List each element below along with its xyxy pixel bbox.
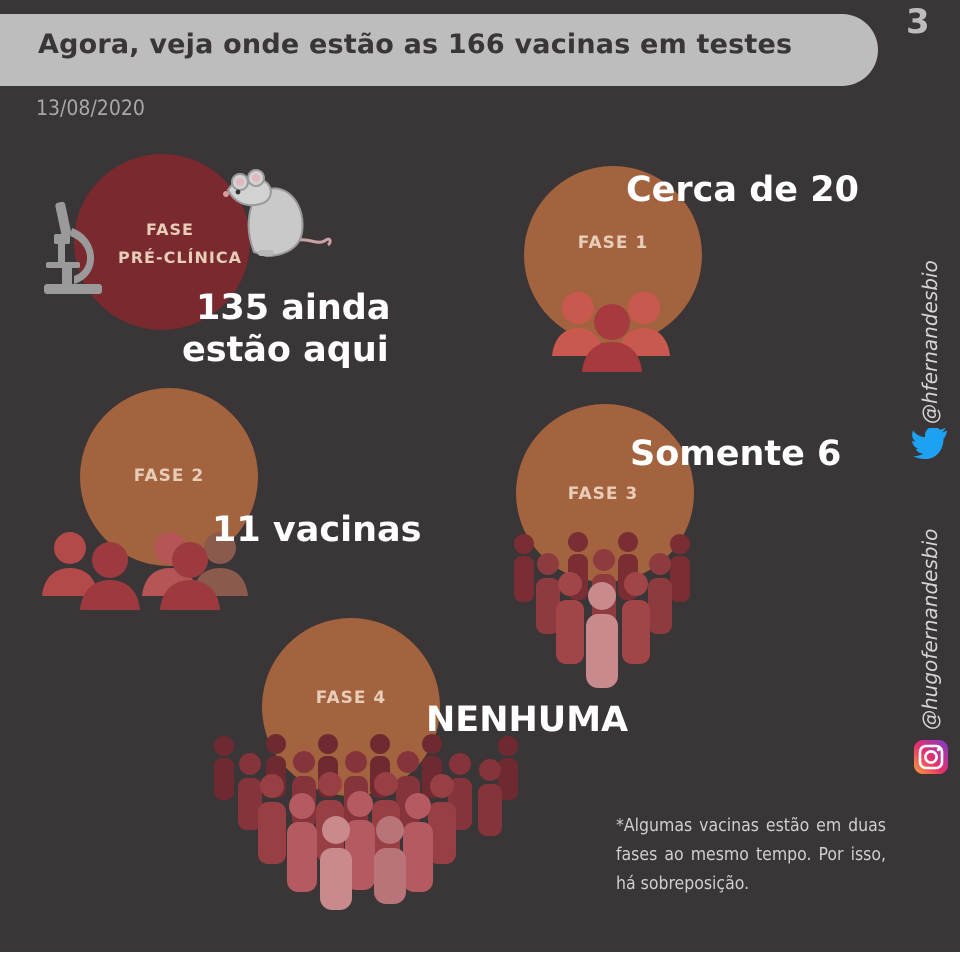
preclinical-count-line1: 135 ainda [196, 288, 391, 328]
crowd-icon [552, 292, 670, 372]
preclinical-circle [74, 154, 250, 330]
title-bar [0, 14, 878, 86]
mouse-icon [223, 169, 332, 258]
footnote: *Algumas vacinas estão em duas fases ao … [616, 816, 886, 894]
twitter-icon [912, 428, 948, 460]
crowd-icon [214, 734, 518, 910]
twitter-handle: @hfernandesbio [918, 260, 942, 424]
phase2-label: FASE 2 [133, 466, 205, 486]
preclinical-label-line1: FASE [146, 220, 194, 239]
crowd-icon [42, 532, 248, 610]
phase4-label: FASE 4 [315, 688, 387, 708]
preclinical-count-line2: estão aqui [182, 330, 389, 370]
bottom-strip [0, 952, 960, 958]
phase1-label: FASE 1 [577, 233, 649, 253]
phase4-count: NENHUMA [426, 700, 629, 740]
page-title: Agora, veja onde estão as 166 vacinas em… [38, 29, 793, 60]
phase3-label: FASE 3 [567, 484, 639, 504]
phase2-count: 11 vacinas [212, 510, 422, 550]
phase1-count: Cerca de 20 [626, 170, 859, 210]
phase3-count: Somente 6 [630, 434, 842, 474]
instagram-handle: @hugofernandesbio [918, 528, 942, 730]
crowd-icon [514, 532, 690, 688]
preclinical-label-line2: PRÉ-CLÍNICA [118, 248, 242, 267]
microscope-icon [44, 201, 102, 294]
date: 13/08/2020 [36, 96, 145, 120]
instagram-icon [914, 740, 948, 774]
page-number: 3 [906, 2, 930, 42]
